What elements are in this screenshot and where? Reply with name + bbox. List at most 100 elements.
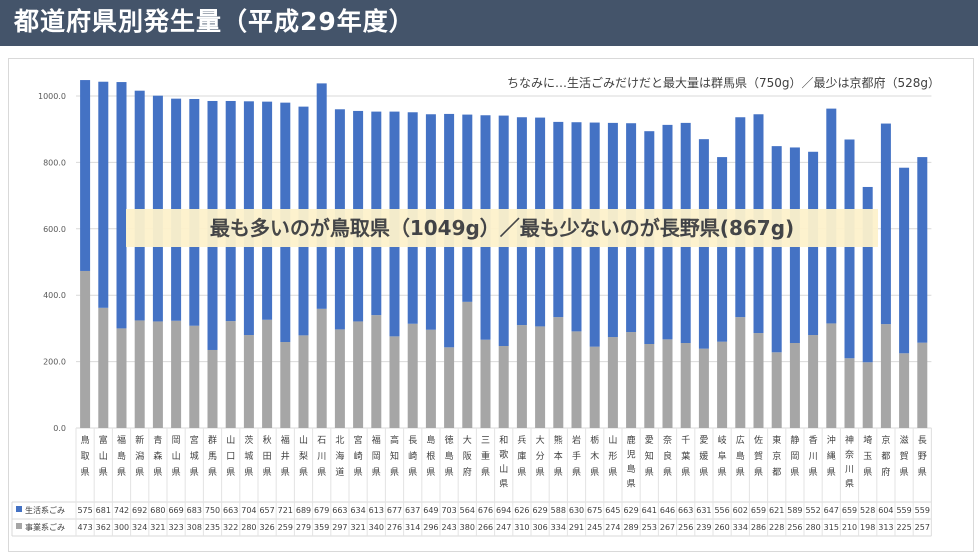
x-tick-label: 良 bbox=[663, 450, 672, 462]
callout-box: 最も多いのが鳥取県（1049g）／最も少ないのが長野県(867g) bbox=[126, 209, 878, 247]
table-value-household: 692 bbox=[132, 506, 147, 515]
callout-text: 最も多いのが鳥取県（1049g）／最も少ないのが長野県(867g) bbox=[209, 216, 795, 240]
bar-business bbox=[771, 352, 782, 428]
table-value-business: 198 bbox=[860, 523, 875, 532]
table-value-business: 291 bbox=[569, 523, 584, 532]
x-tick-label: 県 bbox=[499, 479, 508, 490]
page-title: 都道府県別発生量（平成29年度） bbox=[14, 7, 415, 36]
x-tick-label: 知 bbox=[390, 450, 399, 462]
x-tick-label: 北 bbox=[335, 435, 344, 446]
x-tick-label: 県 bbox=[317, 467, 326, 478]
table-value-business: 210 bbox=[842, 523, 857, 532]
x-tick-label: 島 bbox=[426, 434, 435, 446]
x-tick-label: 県 bbox=[699, 467, 708, 478]
x-tick-label: 宮 bbox=[190, 434, 199, 446]
x-tick-label: 県 bbox=[117, 467, 126, 478]
table-value-household: 626 bbox=[514, 506, 529, 515]
x-tick-label: 県 bbox=[445, 467, 454, 478]
x-tick-label: 山 bbox=[226, 435, 235, 446]
bar-business bbox=[189, 325, 200, 428]
table-value-business: 359 bbox=[314, 523, 329, 532]
bar-household bbox=[116, 82, 127, 329]
bar-business bbox=[626, 332, 637, 428]
table-value-household: 528 bbox=[860, 506, 875, 515]
bar-household bbox=[771, 146, 782, 353]
x-tick-label: 長 bbox=[408, 435, 417, 446]
bar-business bbox=[553, 317, 564, 428]
x-tick-label: 福 bbox=[281, 434, 290, 446]
table-value-household: 637 bbox=[405, 506, 420, 515]
x-tick-label: 県 bbox=[263, 467, 272, 478]
table-value-household: 629 bbox=[532, 506, 547, 515]
bar-business bbox=[480, 339, 491, 428]
table-value-business: 323 bbox=[168, 523, 183, 532]
table-value-business: 266 bbox=[478, 523, 493, 532]
table-value-business: 267 bbox=[660, 523, 675, 532]
y-tick-label: 600.0 bbox=[43, 225, 66, 234]
table-value-business: 289 bbox=[623, 523, 638, 532]
table-value-business: 256 bbox=[678, 523, 693, 532]
bar-business bbox=[243, 335, 254, 428]
x-tick-label: 城 bbox=[244, 451, 253, 462]
bar-business bbox=[862, 362, 873, 428]
x-tick-label: 都 bbox=[881, 451, 890, 462]
y-tick-label: 1000.0 bbox=[38, 92, 66, 101]
x-tick-label: 県 bbox=[681, 467, 690, 478]
table-value-household: 647 bbox=[824, 506, 839, 515]
x-tick-label: 長 bbox=[918, 435, 927, 446]
table-value-business: 334 bbox=[733, 523, 748, 532]
table-value-household: 613 bbox=[369, 506, 384, 515]
table-value-business: 259 bbox=[278, 523, 293, 532]
x-tick-label: 府 bbox=[463, 466, 472, 478]
table-value-household: 621 bbox=[769, 506, 784, 515]
bar-household bbox=[844, 139, 855, 359]
table-value-business: 314 bbox=[405, 523, 420, 532]
x-tick-label: 県 bbox=[809, 467, 818, 478]
table-value-household: 680 bbox=[150, 506, 165, 515]
table-value-household: 588 bbox=[551, 506, 566, 515]
x-tick-label: 鳥 bbox=[81, 434, 90, 446]
x-tick-label: 愛 bbox=[645, 434, 654, 446]
x-tick-label: 沖 bbox=[827, 434, 836, 446]
x-tick-label: 滋 bbox=[900, 434, 909, 446]
table-value-business: 260 bbox=[714, 523, 729, 532]
x-tick-label: 県 bbox=[718, 467, 727, 478]
table-value-business: 315 bbox=[824, 523, 839, 532]
table-value-business: 296 bbox=[423, 523, 438, 532]
table-value-household: 669 bbox=[168, 506, 183, 515]
x-tick-label: 静 bbox=[790, 434, 799, 446]
x-tick-label: 福 bbox=[117, 434, 126, 446]
x-tick-label: 県 bbox=[754, 467, 763, 478]
x-tick-label: 県 bbox=[281, 467, 290, 478]
x-tick-label: 手 bbox=[572, 450, 581, 462]
x-tick-label: 歌 bbox=[499, 449, 508, 461]
x-tick-label: 宮 bbox=[354, 434, 363, 446]
table-value-household: 657 bbox=[259, 506, 274, 515]
x-tick-label: 児 bbox=[627, 450, 636, 461]
bar-business bbox=[444, 347, 455, 428]
table-value-business: 257 bbox=[915, 523, 930, 532]
x-tick-label: 岡 bbox=[172, 435, 181, 446]
y-tick-label: 800.0 bbox=[43, 158, 66, 167]
legend-label-household: 生活系ごみ bbox=[25, 505, 65, 515]
x-tick-label: 県 bbox=[135, 467, 144, 478]
x-tick-label: 崎 bbox=[354, 450, 363, 462]
x-tick-label: 県 bbox=[426, 467, 435, 478]
bar-business bbox=[389, 336, 400, 428]
y-tick-label: 400.0 bbox=[43, 291, 66, 300]
table-value-household: 589 bbox=[787, 506, 802, 515]
x-tick-label: 縄 bbox=[827, 451, 836, 462]
bar-business bbox=[225, 321, 236, 428]
x-tick-label: 県 bbox=[554, 467, 563, 478]
bar-business bbox=[80, 270, 91, 428]
bar-business bbox=[844, 358, 855, 428]
x-tick-label: 秋 bbox=[263, 434, 272, 446]
x-tick-label: 県 bbox=[372, 467, 381, 478]
x-tick-label: 栃 bbox=[590, 434, 599, 446]
x-tick-label: 香 bbox=[809, 435, 818, 446]
bar-household bbox=[134, 90, 145, 321]
x-tick-label: 県 bbox=[845, 479, 854, 490]
bar-business bbox=[644, 344, 655, 428]
table-value-business: 225 bbox=[896, 523, 911, 532]
x-tick-label: 県 bbox=[354, 467, 363, 478]
